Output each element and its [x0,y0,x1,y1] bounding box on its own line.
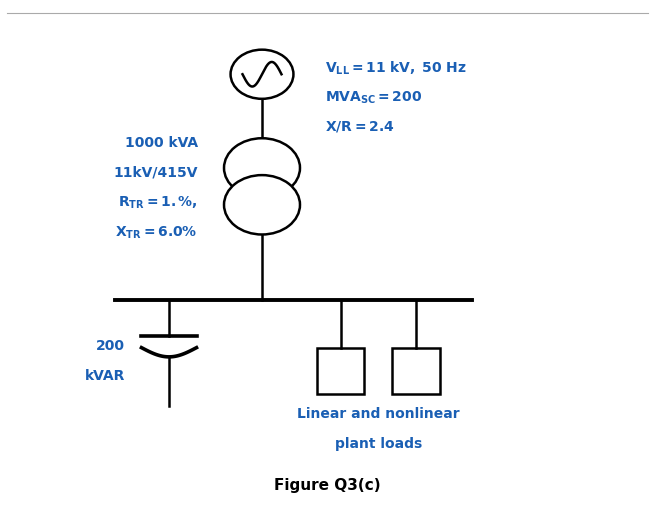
Bar [317,348,364,394]
Circle shape [224,175,300,234]
Text: $\mathbf{V}_{\mathbf{LL}}$$\mathbf{ = 11\ kV,\ 50\ Hz}$: $\mathbf{V}_{\mathbf{LL}}$$\mathbf{ = 11… [325,59,466,77]
Circle shape [224,138,300,198]
Text: plant loads: plant loads [335,437,422,451]
Text: Figure Q3(c): Figure Q3(c) [274,478,381,493]
Text: 200: 200 [96,339,125,353]
Text: $\mathbf{X/R = 2.4}$: $\mathbf{X/R = 2.4}$ [325,119,394,134]
Bar [392,348,440,394]
Text: 1000 kVA: 1000 kVA [124,136,198,150]
Text: kVAR: kVAR [84,369,125,382]
Text: $\mathbf{MVA}_{\mathbf{SC}}$$\mathbf{ = 200}$: $\mathbf{MVA}_{\mathbf{SC}}$$\mathbf{ = … [325,89,422,105]
Text: $\mathbf{R}_{\mathbf{TR}}$$\mathbf{ = 1.\%,}$: $\mathbf{R}_{\mathbf{TR}}$$\mathbf{ = 1.… [118,195,198,211]
Text: 11kV/415V: 11kV/415V [113,165,198,179]
Text: $\mathbf{X}_{\mathbf{TR}}$$\mathbf{ =6.0\%}$: $\mathbf{X}_{\mathbf{TR}}$$\mathbf{ =6.0… [115,225,198,241]
Text: Linear and nonlinear: Linear and nonlinear [297,407,460,421]
